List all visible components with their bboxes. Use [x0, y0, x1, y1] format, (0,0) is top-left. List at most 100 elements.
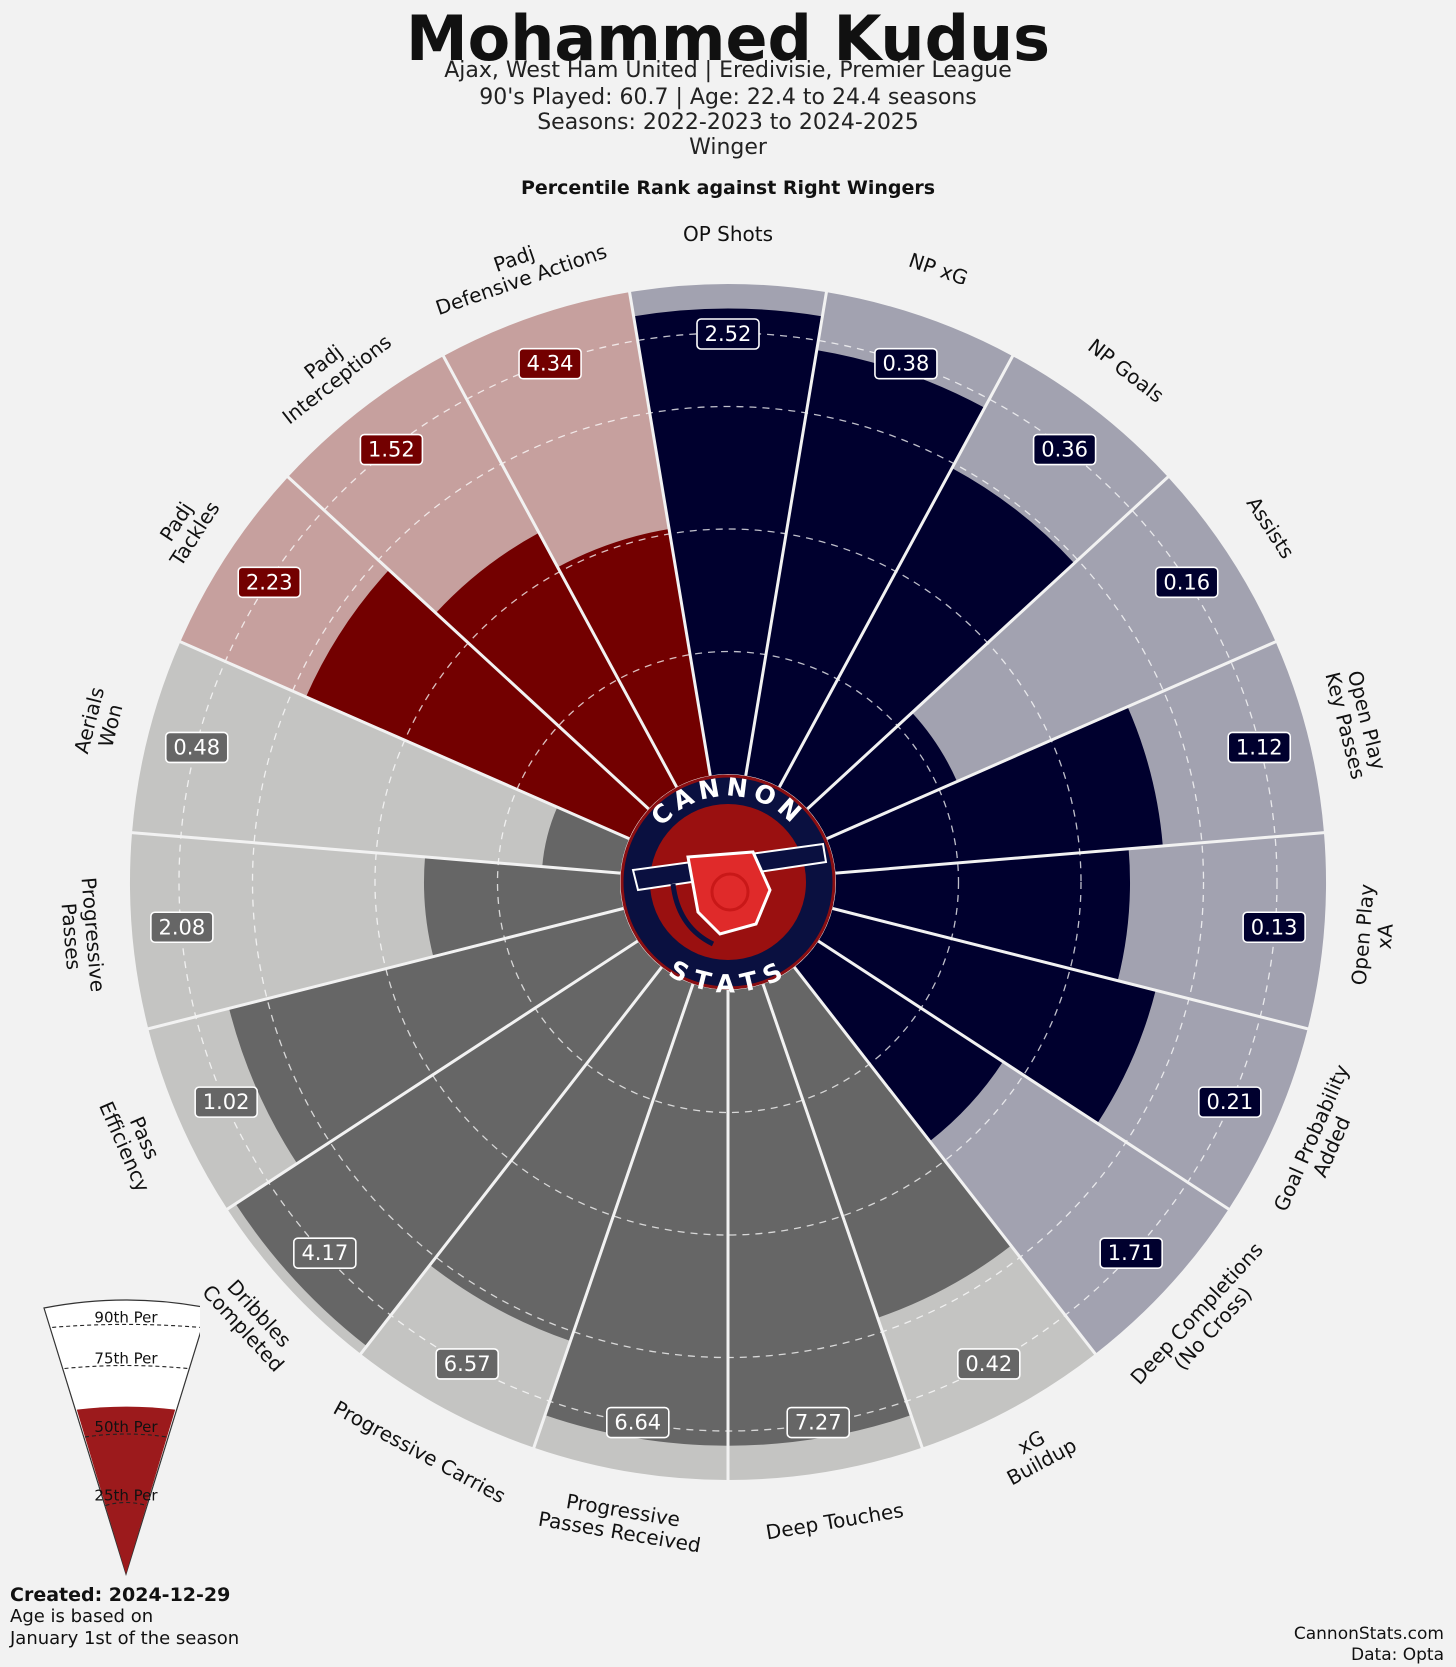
data-credit: Data: Opta [1351, 1645, 1444, 1665]
value-label: 4.34 [518, 347, 582, 380]
svg-text:0.36: 0.36 [1041, 438, 1088, 462]
slice-separator [625, 278, 712, 776]
slice-separator [350, 966, 663, 1366]
value-label: 0.36 [1032, 433, 1097, 466]
percentile-bar [826, 706, 1163, 874]
footer-credits: CannonStats.com Data: Opta [1294, 1624, 1444, 1666]
svg-text:1.52: 1.52 [368, 438, 415, 462]
legend-tick [84, 1433, 168, 1438]
metric-label: ProgressivePasses [55, 876, 110, 994]
percentile-bar [807, 712, 958, 839]
svg-text:4.17: 4.17 [301, 1241, 348, 1265]
legend-tick-label: 25th Per [94, 1487, 158, 1505]
percentile-bar [435, 532, 677, 809]
metric-label: Deep Touches [764, 1498, 905, 1545]
svg-text:4.34: 4.34 [527, 352, 574, 376]
metric-label: Open PlayxA [1347, 883, 1401, 988]
slice-separator [435, 343, 678, 788]
legend-tick-label: 75th Per [94, 1350, 158, 1368]
percentile-bar [557, 528, 711, 788]
value-label: 0.13 [1242, 911, 1306, 944]
value-label: 0.48 [164, 731, 229, 764]
percentile-bar [818, 908, 1156, 1124]
value-label: 1.12 [1227, 731, 1292, 764]
value-label: 2.23 [237, 566, 302, 599]
value-label: 0.21 [1198, 1086, 1262, 1118]
percentile-bar [229, 908, 638, 1164]
svg-text:1.12: 1.12 [1236, 735, 1283, 759]
metric-label: ProgressivePasses Received [537, 1485, 707, 1557]
percentile-bar [306, 569, 649, 839]
slice-separator [826, 634, 1290, 840]
slice-separator [793, 966, 1106, 1366]
radar-separators [117, 278, 1339, 1494]
radar-bars [229, 308, 1163, 1446]
legend-fill [76, 1406, 176, 1574]
metric-label: NP xG [906, 248, 971, 290]
percentile-bar [424, 856, 624, 957]
value-label: 2.08 [150, 911, 214, 944]
slice-separator [817, 939, 1242, 1218]
slice-separator [276, 466, 650, 810]
subtitle-teams: Ajax, West Ham United | Eredivisie, Prem… [444, 58, 1012, 83]
slice-separator [744, 278, 831, 776]
gridline-circle [374, 528, 1082, 1236]
metric-label: NP Goals [1083, 334, 1168, 408]
svg-text:2.52: 2.52 [705, 322, 752, 346]
metric-label: xGBuildup [992, 1414, 1080, 1490]
svg-text:2.23: 2.23 [246, 570, 293, 594]
metric-label: OP Shots [683, 222, 773, 246]
subtitle-played: 90's Played: 60.7 | Age: 22.4 to 24.4 se… [479, 85, 977, 110]
value-label: 7.27 [786, 1406, 850, 1439]
percentile-bar [794, 941, 1004, 1142]
svg-text:0.48: 0.48 [173, 735, 220, 759]
slice-separator [166, 634, 630, 840]
value-label: 0.42 [957, 1348, 1021, 1380]
svg-text:6.64: 6.64 [614, 1411, 661, 1435]
legend-tick [52, 1323, 200, 1328]
legend-tick [105, 1501, 147, 1507]
svg-text:0.16: 0.16 [1163, 570, 1210, 594]
metric-label: Open PlayKey Passes [1320, 664, 1392, 782]
metric-label: Assists [1242, 492, 1300, 563]
radar-value-labels: 2.52 0.38 0.36 0.16 1.12 0.13 0.21 1.71 0.42 7.27… [150, 318, 1306, 1439]
value-label: 1.02 [194, 1086, 258, 1118]
slice-separator [835, 829, 1339, 875]
age-note-line2: January 1st of the season [10, 1628, 240, 1649]
value-label: 0.16 [1154, 566, 1219, 599]
metric-label: PassEfficiency [94, 1089, 175, 1196]
svg-text:0.13: 0.13 [1251, 915, 1298, 939]
subtitle-position: Winger [689, 135, 767, 160]
slice-separator [806, 466, 1180, 810]
svg-text:1.02: 1.02 [203, 1090, 250, 1114]
percentile-legend: 90th Per 75th Per 50th Per 25th Per [43, 1299, 200, 1577]
slice-separator [527, 983, 695, 1462]
svg-text:0.42: 0.42 [965, 1352, 1012, 1376]
percentile-bar [832, 848, 1130, 981]
site-credit: CannonStats.com [1293, 1624, 1444, 1644]
svg-text:7.27: 7.27 [795, 1411, 842, 1435]
percentile-bar [763, 967, 1012, 1318]
percentile-bar [542, 807, 630, 874]
subtitle-seasons: Seasons: 2022-2023 to 2024-2025 [537, 110, 919, 135]
chart-subtitle: Percentile Rank against Right Wingers [520, 177, 936, 199]
svg-text:1.71: 1.71 [1108, 1241, 1155, 1265]
gridline-circle [496, 650, 960, 1114]
metric-label: PadjTackles [146, 485, 224, 571]
slice-separator [778, 343, 1021, 788]
slice-separator [134, 907, 624, 1034]
value-label: 6.57 [435, 1348, 499, 1380]
created-date: Created: 2024-12-29 [10, 1584, 231, 1606]
percentile-bar [544, 984, 728, 1446]
value-label: 1.71 [1099, 1237, 1163, 1269]
value-label: 4.17 [293, 1237, 357, 1269]
slice-separator [832, 907, 1322, 1034]
percentile-bar [633, 308, 823, 776]
legend-tick-label: 50th Per [94, 1418, 158, 1436]
metric-label: AerialsWon [69, 684, 130, 761]
value-label: 1.52 [359, 433, 424, 466]
percentile-bar [745, 350, 985, 788]
svg-text:0.38: 0.38 [883, 352, 930, 376]
svg-text:0.21: 0.21 [1206, 1090, 1253, 1114]
